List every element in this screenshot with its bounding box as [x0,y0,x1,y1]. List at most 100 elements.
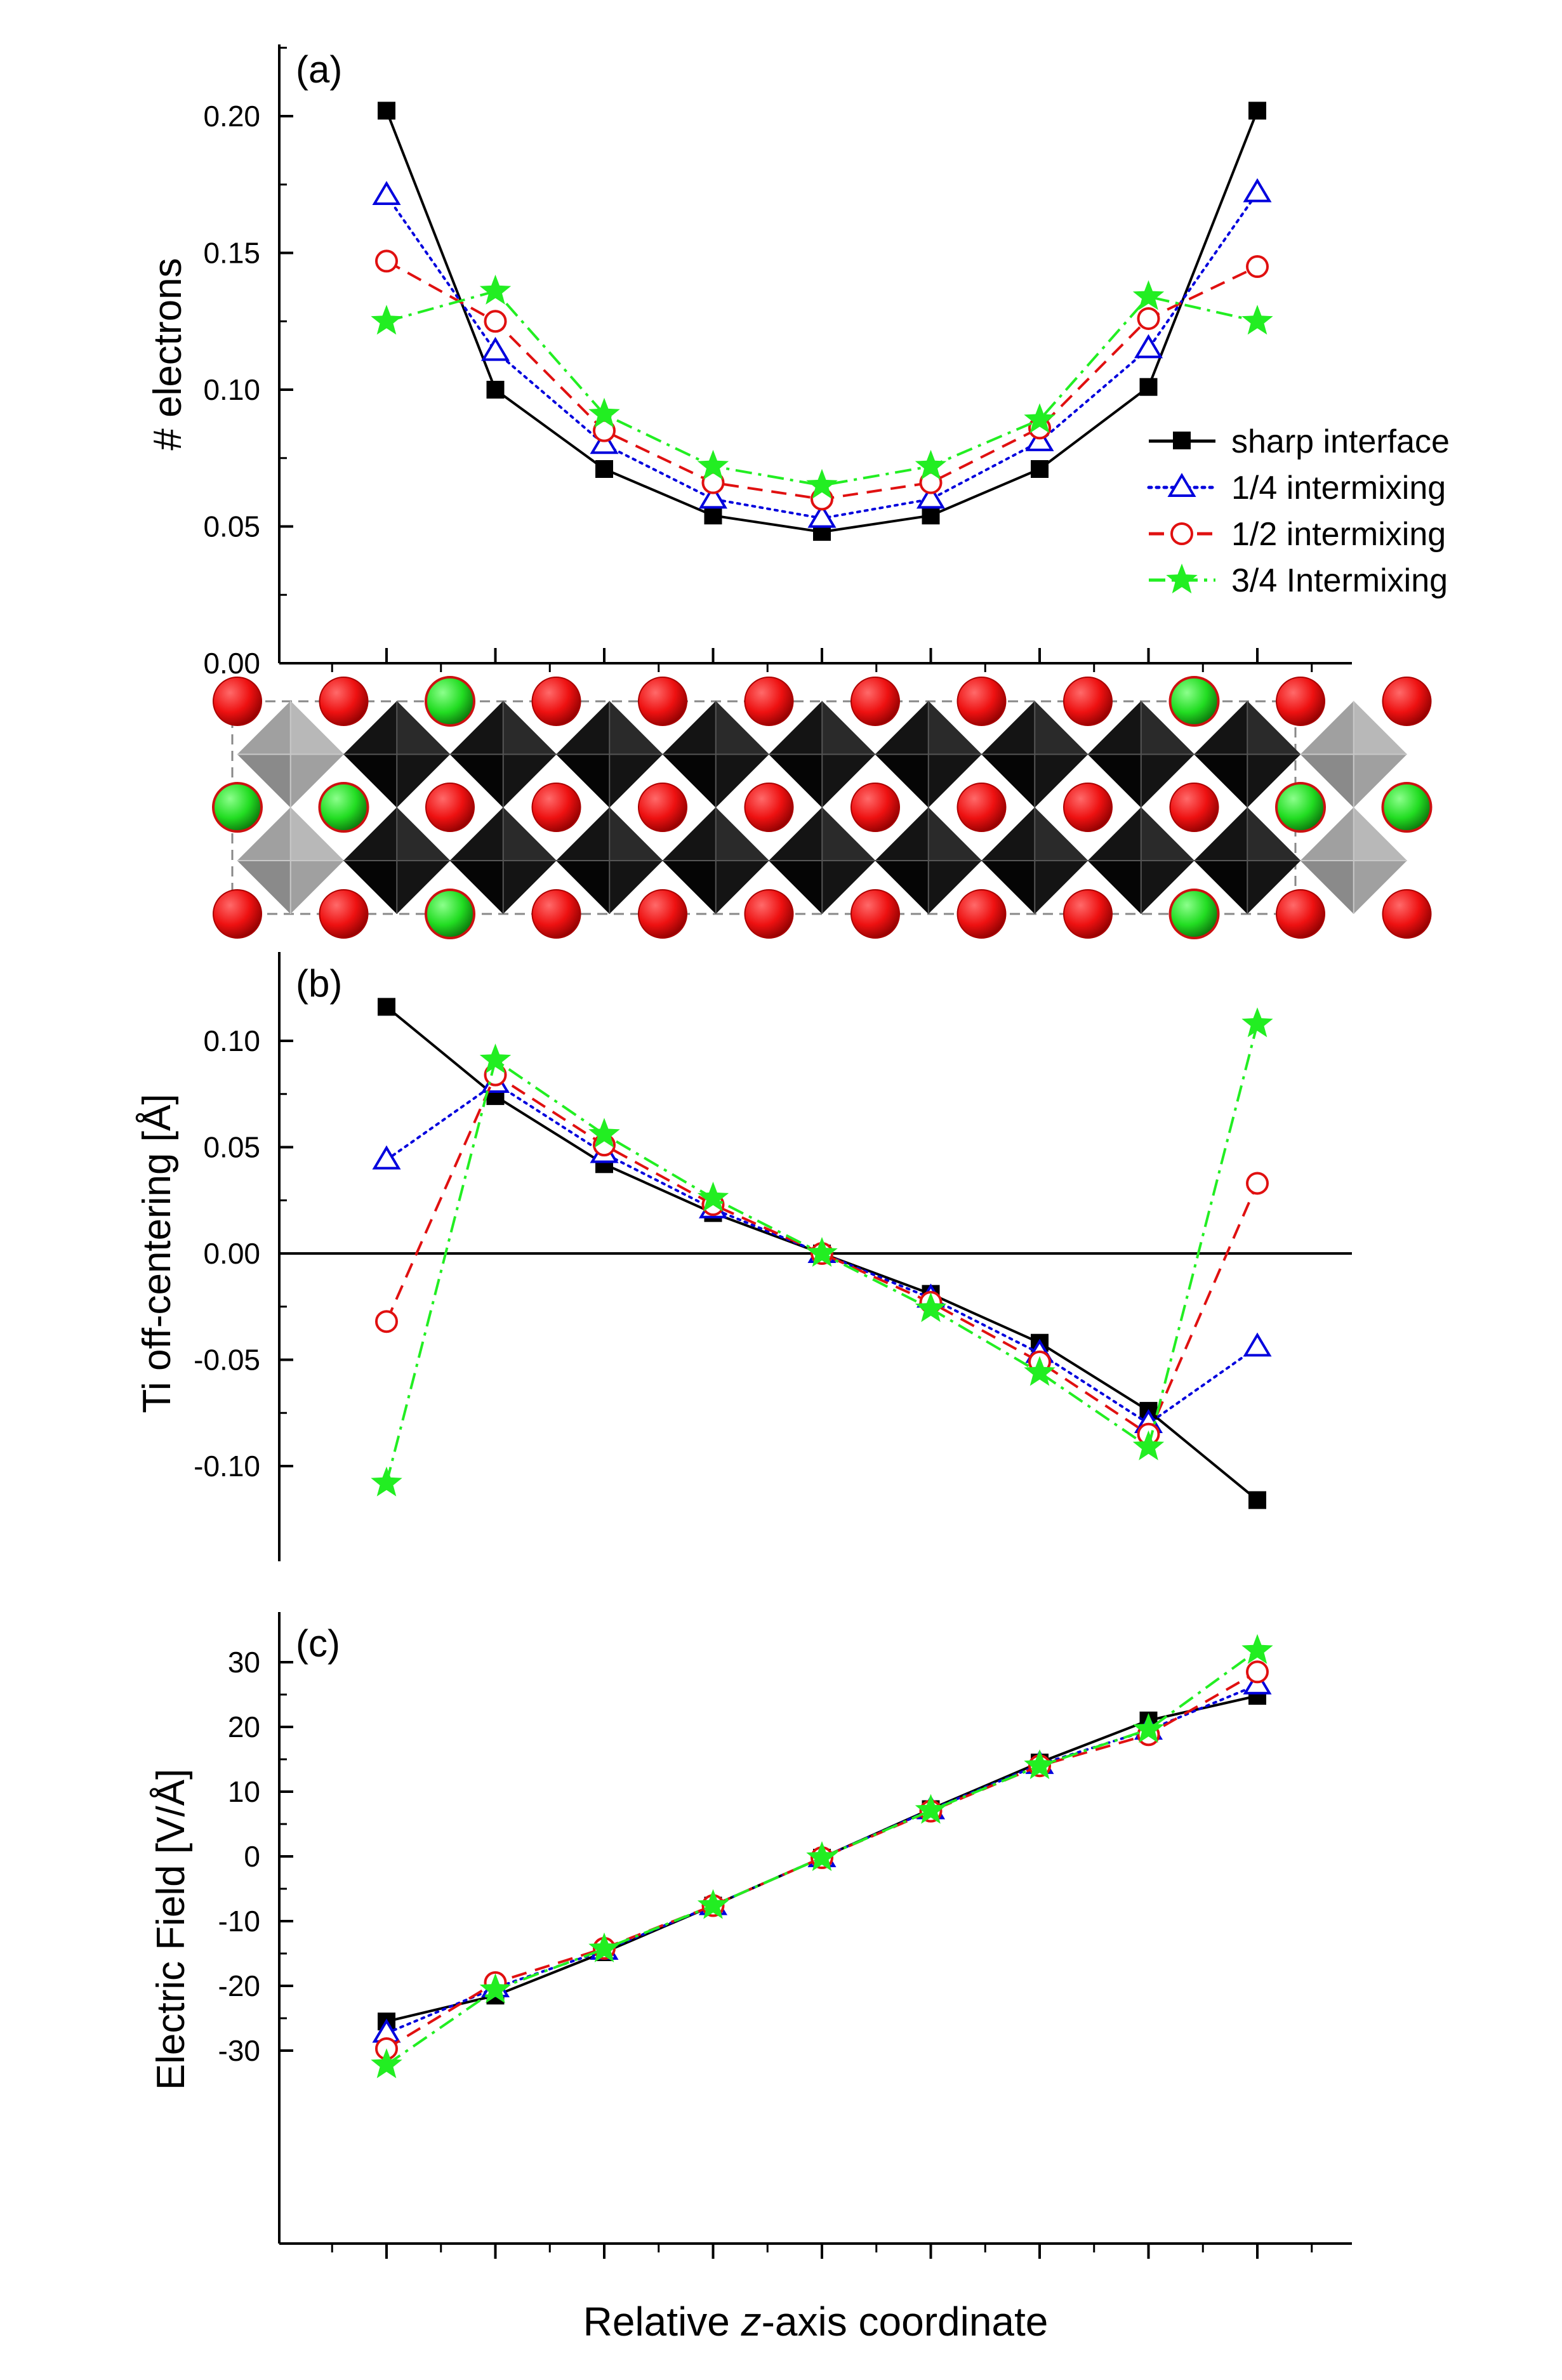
data-point-a-half [375,249,398,273]
data-point-a-quarter [807,503,837,528]
atom-red [1276,889,1325,939]
atom-green [1168,889,1220,939]
data-point-a-three_quarter [479,274,512,305]
ytick-label-a: 0.20 [203,100,260,133]
data-point-c-half [1246,1660,1269,1684]
data-point-a-three_quarter [1132,280,1165,310]
ytick-label-c: -30 [218,2034,260,2067]
ytick-label-c: 30 [228,1646,260,1679]
plot-c-series [371,1634,1273,2079]
atom-red [1169,783,1219,832]
data-point-a-three_quarter [371,305,402,335]
data-point-b-quarter [372,1145,401,1170]
atom-green [425,676,475,727]
data-point-a-sharp [1248,102,1266,120]
legend-label-three-quarter: 3/4 Intermixing [1231,562,1448,599]
data-point-a-half [1246,255,1269,279]
data-point-a-quarter [916,484,946,509]
x-axis-title-part-2: z [741,2299,762,2344]
legend: sharp interface 1/4 intermixing 1/2 inte… [1147,423,1450,599]
ytick-label-c: 20 [228,1710,260,1743]
data-point-a-half [1137,307,1160,330]
atom-red [744,889,794,939]
data-point-b-three_quarter [588,1118,620,1148]
data-point-b-three_quarter [1132,1430,1165,1460]
octahedron-dark [981,701,1089,808]
ytick-label-c: -20 [218,1969,260,2002]
axes-b: -0.10 -0.05 0.00 0.05 0.10 [194,952,293,1561]
legend-item-quarter: 1/4 intermixing [1147,470,1446,506]
atom-green [212,782,263,833]
data-point-a-sharp [486,381,505,399]
panel-b: -0.10 -0.05 0.00 0.05 0.10 (b) Ti off-center… [135,952,1352,1561]
data-point-a-sharp [378,102,395,120]
data-point-a-quarter [698,484,728,509]
ytick-label-a: 0.00 [203,647,260,680]
legend-marker-sharp [1173,432,1191,449]
octahedron-dark [769,701,876,808]
ytick-label-a: 0.10 [203,373,260,406]
atom-red [638,889,687,939]
panel-c: -30 -20 -10 0 10 20 30 (c) Electric Field [V/Å… [149,1612,1352,2344]
panel-label-a: (a) [296,48,342,91]
atom-red [1382,677,1432,726]
atom-red [638,783,687,832]
ytick-label-b: 0.00 [203,1237,260,1270]
atom-green [1381,782,1433,833]
data-point-a-quarter [590,430,619,454]
octahedron-dark [662,701,769,808]
data-point-a-sharp [922,506,940,525]
atom-red [956,783,1007,832]
x-axis-title-part-3: -axis coordinate [762,2299,1049,2344]
atom-green [1275,782,1326,833]
panel-label-b: (b) [296,962,342,1005]
data-point-c-three_quarter [1241,1634,1273,1664]
octahedron-dark [343,807,451,914]
ytick-label-b: -0.05 [194,1344,260,1377]
data-point-b-half [1246,1172,1269,1195]
series-a-quarter [372,178,1272,528]
data-point-a-three_quarter [588,397,620,428]
octahedron-dark [875,807,982,914]
ytick-label-a: 0.05 [203,510,260,543]
data-point-b-three_quarter [1241,1007,1273,1038]
data-point-a-three_quarter [697,449,729,480]
data-point-c-three_quarter [371,2048,402,2079]
octahedron-dark [556,701,663,808]
octahedron-dark [875,701,982,808]
legend-marker-three-quarter [1166,564,1198,593]
data-point-b-half [375,1310,398,1333]
data-point-a-quarter [1243,178,1272,202]
atom-red [1382,889,1432,939]
data-point-a-quarter [1025,426,1054,451]
data-point-c-three_quarter [1024,1749,1056,1780]
octahedron-light [237,701,344,808]
ylabel-b: Ti off-centering [Å] [135,1094,179,1413]
data-point-c-three_quarter [479,1973,512,2004]
x-axis-title-part-1: Relative [583,2299,741,2344]
octahedron-light [1300,701,1407,808]
series-c-three_quarter [371,1634,1273,2079]
ytick-label-c: 0 [244,1840,260,1873]
atom-red [319,889,369,939]
data-point-a-half [484,310,507,333]
ylabel-c: Electric Field [V/Å] [149,1769,193,2090]
series-line-c-three_quarter [385,1649,1259,2066]
series-a-three_quarter [371,274,1273,499]
octahedron-dark [449,807,557,914]
panel-a: 0.00 0.05 0.10 0.15 0.20 (a) # electrons sha… [146,44,1450,680]
octahedron-dark [556,807,663,914]
plot-b-series [371,998,1273,1509]
legend-item-sharp: sharp interface [1149,423,1450,460]
x-axis-title: Relative z-axis coordinate [583,2299,1049,2344]
ytick-label-b: 0.10 [203,1024,260,1057]
atom-green [318,782,369,833]
series-a-sharp [378,102,1266,541]
data-point-b-three_quarter [697,1181,729,1212]
legend-marker-quarter [1167,473,1196,497]
series-line-a-three_quarter [386,289,1258,487]
atom-red [319,677,369,726]
series-a-half [375,249,1269,511]
data-point-a-three_quarter [915,449,947,480]
